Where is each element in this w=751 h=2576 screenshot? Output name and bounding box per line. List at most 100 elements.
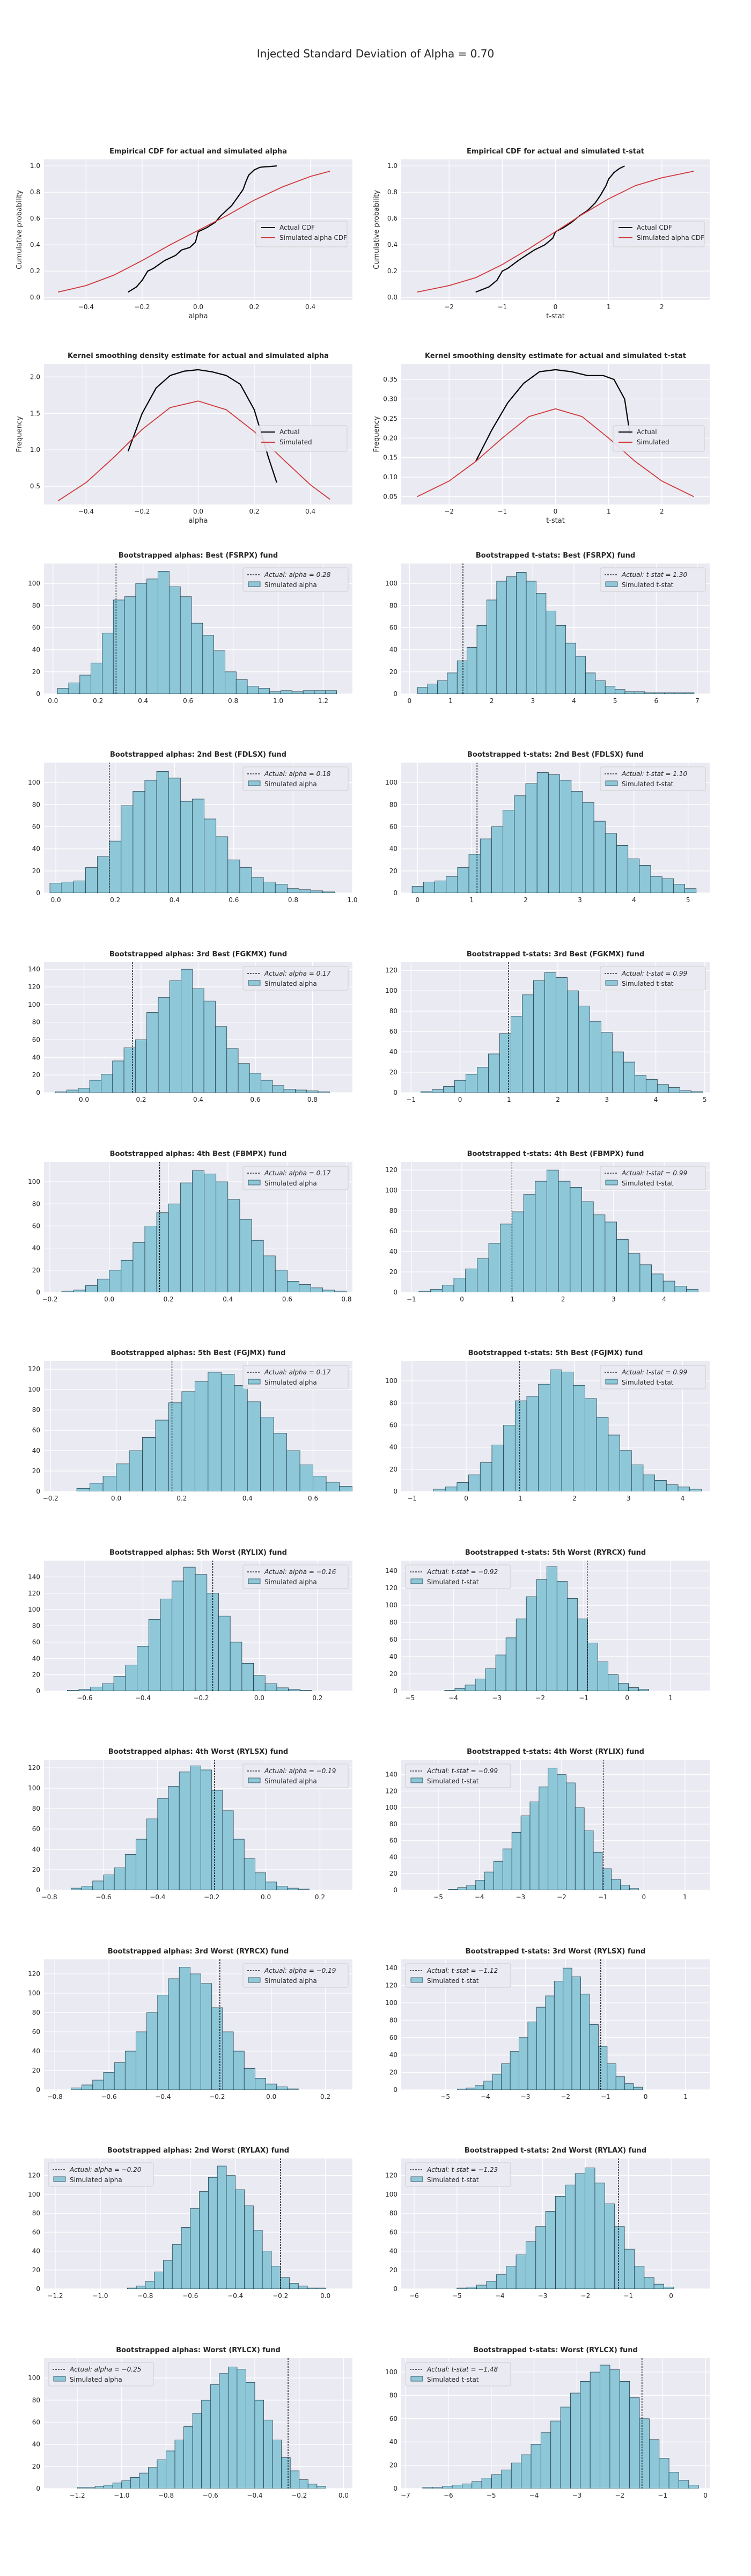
legend-entry: Simulated alpha [264, 1777, 317, 1785]
histogram-bar [286, 1281, 299, 1292]
histogram-bar [116, 1463, 130, 1491]
y-tick-label: 0.30 [383, 396, 397, 403]
histogram-bar [287, 2088, 299, 2090]
legend: Actual CDF Simulated alpha CDF [613, 221, 705, 247]
y-tick-label: 20 [389, 2069, 397, 2076]
x-tick-label: −1 [407, 1296, 416, 1303]
histogram-bar [71, 2087, 83, 2090]
subplot-title: Bootstrapped alphas: 2nd Worst (RYLAX) f… [107, 2147, 289, 2155]
histogram-bar [180, 596, 192, 694]
histogram-bar [487, 599, 497, 694]
x-tick-label: 1 [469, 896, 474, 904]
y-tick-label: 100 [28, 1386, 40, 1393]
legend-entry: Actual: t-stat = 0.99 [621, 1368, 687, 1376]
histogram-bar [548, 1767, 557, 1890]
histogram-bar [604, 2204, 615, 2289]
histogram-bar [624, 691, 635, 694]
x-tick-label: −4 [529, 2492, 539, 2499]
legend-entry: Actual: t-stat = 0.99 [621, 970, 687, 977]
x-tick-label: −5 [487, 2492, 496, 2499]
legend-box [242, 1763, 349, 1788]
subplot-11: −0.2 0.0 0.2 0.4 0.6 0.8 0 20 40 60 80 100 Bootstrap… [28, 1150, 352, 1303]
x-axis-label: t-stat [546, 517, 565, 525]
y-tick-label: 40 [32, 2047, 40, 2055]
histogram-bar [112, 2483, 122, 2489]
histogram-bar [466, 2088, 475, 2090]
histogram-bar [283, 1089, 296, 1093]
x-tick-label: 0 [460, 1296, 464, 1303]
legend-entry: Actual: t-stat = −1.12 [426, 1967, 498, 1974]
histogram-bar [484, 1871, 494, 1890]
histogram-bar [558, 1181, 571, 1292]
y-tick-label: 100 [385, 987, 397, 994]
y-tick-label: 40 [389, 1048, 397, 1056]
histogram-bar [244, 2068, 255, 2090]
x-tick-label: 0.2 [315, 1893, 325, 1901]
subplot-15: −0.6 −0.4 −0.2 0.0 0.2 0 20 40 60 80 100 120 140 Boot… [28, 1549, 352, 1702]
y-tick-label: 60 [32, 1426, 40, 1434]
y-tick-label: 20 [32, 2463, 40, 2470]
histogram-bar [168, 778, 181, 893]
histogram-bar [121, 2480, 131, 2489]
subplot-22: −6 −5 −4 −3 −2 −1 0 0 20 40 60 80 100 120 Bootstrapped… [385, 2147, 710, 2300]
histogram-bar [644, 692, 655, 694]
histogram-bar [503, 810, 515, 893]
histogram-bar [85, 1285, 98, 1292]
subplot-title: Bootstrapped alphas: 2nd Best (FDLSX) fu… [110, 751, 286, 759]
histogram-bar [121, 805, 134, 893]
legend-entry: Simulated [279, 438, 312, 446]
histogram-bar [102, 1476, 116, 1491]
histogram-bar [157, 2460, 166, 2489]
y-tick-label: 0 [393, 1687, 397, 1695]
legend-entry: Simulated t-stat [622, 780, 674, 788]
y-tick-label: 60 [389, 2415, 397, 2423]
histogram-bar [222, 1810, 234, 1890]
histogram-bar [538, 1384, 550, 1491]
legend-swatch-simulated [605, 581, 618, 587]
histogram-bar [82, 2084, 93, 2090]
histogram-bar [216, 836, 229, 893]
y-tick-label: 120 [28, 1590, 40, 1597]
histogram-bar [678, 1487, 690, 1491]
y-tick-label: 20 [32, 1071, 40, 1079]
histogram-bar [137, 1646, 149, 1691]
histogram-bar [289, 2283, 299, 2289]
y-tick-label: 20 [389, 2462, 397, 2469]
histogram-bar [92, 2080, 104, 2090]
legend-entry: Simulated alpha [70, 2376, 122, 2383]
histogram-bar [536, 1579, 547, 1691]
histogram-bar [605, 1221, 617, 1292]
histogram-bar [157, 1798, 169, 1890]
x-tick-label: −2 [444, 508, 454, 515]
histogram-bar [239, 867, 252, 893]
y-tick-label: 0 [36, 889, 40, 897]
y-tick-label: 0 [36, 1289, 40, 1296]
histogram-bar [181, 969, 193, 1093]
x-tick-label: 0.6 [282, 1296, 292, 1303]
histogram-bar [313, 1476, 327, 1491]
histogram-bar [688, 2485, 699, 2489]
legend-box [48, 2362, 154, 2387]
histogram-bar [235, 679, 248, 694]
y-tick-label: 80 [32, 1200, 40, 1208]
x-tick-label: 0.6 [250, 1096, 260, 1103]
x-tick-label: 7 [695, 697, 700, 705]
legend: Actual: alpha = −0.19 Simulated alpha [242, 1963, 349, 1988]
histogram-bar [491, 1445, 504, 1491]
legend-entry: Actual: t-stat = 1.10 [621, 770, 687, 778]
y-tick-label: 60 [389, 2228, 397, 2236]
x-tick-label: 0 [625, 1694, 629, 1702]
legend-entry: Actual: alpha = 0.28 [264, 571, 331, 579]
histogram-bar [276, 1687, 289, 1691]
histogram-bar [573, 1385, 585, 1491]
y-tick-label: 0.10 [383, 473, 397, 481]
legend-box [405, 2362, 511, 2387]
histogram-bar [227, 1199, 240, 1292]
x-tick-label: −0.4 [247, 2492, 262, 2499]
x-tick-label: −0.6 [77, 1694, 92, 1702]
x-tick-label: −0.4 [135, 1694, 151, 1702]
series-line-actual [475, 165, 625, 293]
y-tick-label: 140 [28, 965, 40, 973]
histogram-bar [227, 2367, 238, 2489]
y-tick-label: 20 [32, 1467, 40, 1475]
